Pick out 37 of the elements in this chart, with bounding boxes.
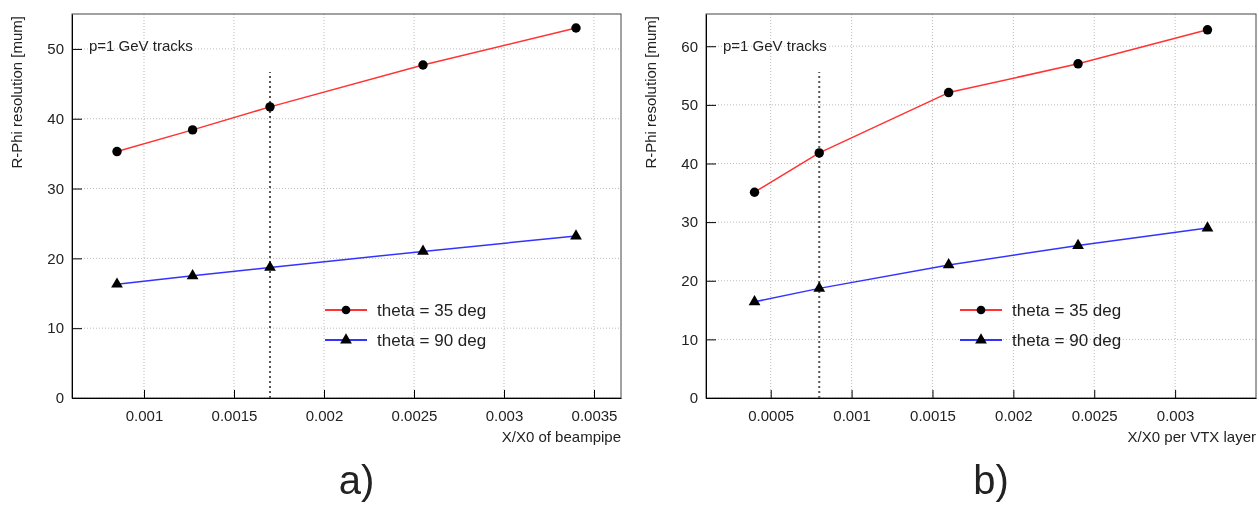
x-tick-label: 0.002 bbox=[305, 406, 344, 424]
x-tick-label: 0.003 bbox=[485, 406, 524, 424]
y-tick-label: 50 bbox=[47, 40, 64, 58]
y-tick-label: 20 bbox=[47, 249, 64, 267]
y-tick-label: 30 bbox=[47, 179, 64, 197]
y-tick-label: 10 bbox=[47, 319, 64, 337]
y-tick-label: 30 bbox=[681, 213, 698, 231]
y-tick-label: 20 bbox=[681, 272, 698, 290]
text: a) bbox=[338, 458, 375, 502]
y-axis-title: R-Phi resolution [mum] bbox=[642, 16, 659, 169]
y-tick-label: 0 bbox=[689, 389, 698, 407]
text: b) bbox=[973, 458, 1009, 502]
y-tick-label: 0 bbox=[55, 389, 64, 407]
y-tick-label: 60 bbox=[681, 37, 698, 55]
x-axis-title: X/X0 per VTX layer bbox=[1127, 428, 1256, 445]
x-tick-label: 0.0005 bbox=[748, 406, 795, 424]
x-tick-label: 0.0035 bbox=[571, 406, 618, 424]
y-tick-label: 40 bbox=[681, 154, 698, 172]
legend-label: theta = 35 deg bbox=[1012, 301, 1122, 320]
x-tick-label: 0.001 bbox=[125, 406, 164, 424]
x-tick-label: 0.001 bbox=[833, 406, 871, 424]
x-tick-label: 0.003 bbox=[1156, 406, 1195, 424]
x-tick-label: 0.0015 bbox=[211, 406, 258, 424]
annotation: p=1 GeV tracks bbox=[723, 37, 827, 54]
y-tick-label: 10 bbox=[681, 330, 698, 348]
y-tick-label: 40 bbox=[47, 110, 64, 128]
annotation: p=1 GeV tracks bbox=[89, 37, 193, 54]
x-tick-label: 0.002 bbox=[995, 406, 1033, 424]
legend-label: theta = 35 deg bbox=[377, 301, 487, 320]
legend-label: theta = 90 deg bbox=[1012, 331, 1122, 350]
x-tick-label: 0.0025 bbox=[391, 406, 438, 424]
legend-label: theta = 90 deg bbox=[377, 331, 487, 350]
y-axis-title: R-Phi resolution [mum] bbox=[8, 16, 25, 169]
y-tick-label: 50 bbox=[681, 96, 698, 114]
x-axis-title: X/X0 of beampipe bbox=[501, 428, 621, 445]
x-tick-label: 0.0025 bbox=[1071, 406, 1118, 424]
x-tick-label: 0.0015 bbox=[910, 406, 956, 424]
